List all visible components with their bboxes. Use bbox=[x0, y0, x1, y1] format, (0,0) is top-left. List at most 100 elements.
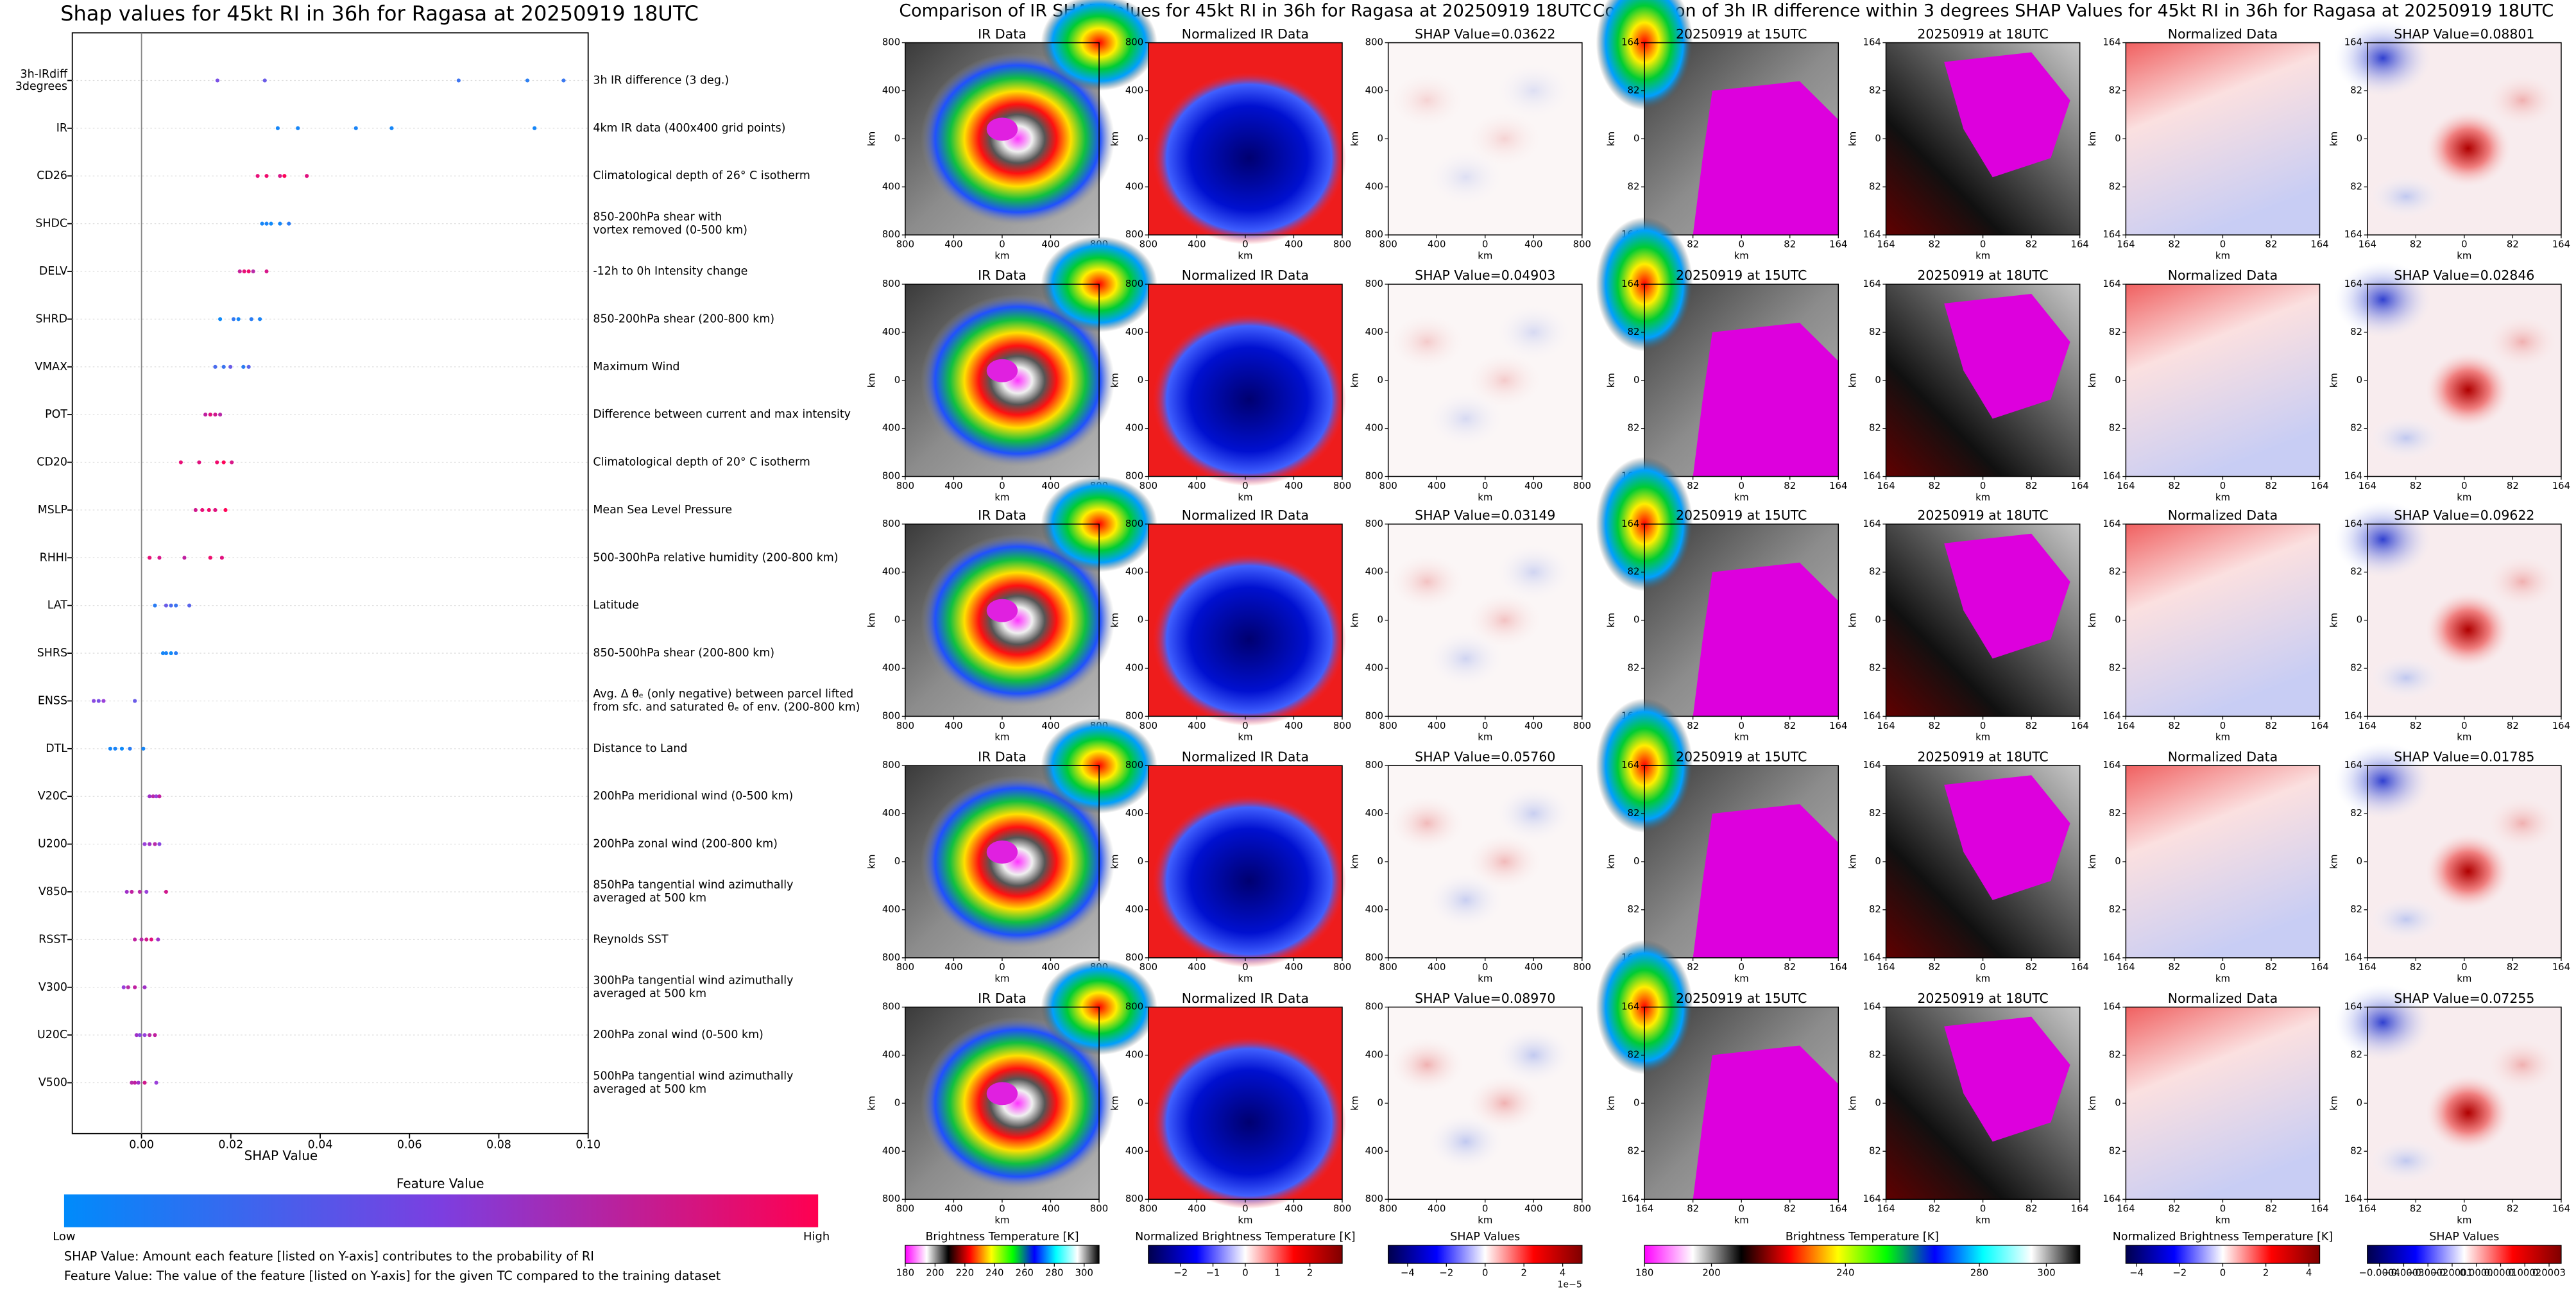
panel-title: IR Data bbox=[978, 749, 1027, 764]
panel bbox=[1388, 1007, 1582, 1200]
panel bbox=[1596, 456, 1839, 717]
feature-description: 3h IR difference (3 deg.) bbox=[593, 74, 729, 87]
x-tick-label: 800 bbox=[1333, 239, 1351, 250]
x-axis-label: km bbox=[994, 731, 1009, 743]
x-tick-label: 800 bbox=[1139, 480, 1157, 491]
y-tick-label: 82 bbox=[2350, 422, 2362, 434]
point bbox=[151, 794, 155, 799]
point bbox=[197, 460, 201, 465]
x-tick-label: 400 bbox=[1428, 480, 1446, 491]
x-tick-label: 0 bbox=[2220, 480, 2226, 491]
colorbar-high: High bbox=[803, 1230, 830, 1243]
x-tick-label: 164 bbox=[1877, 961, 1895, 973]
x-tick-label: 400 bbox=[1041, 239, 1059, 250]
y-tick-label: RSST bbox=[38, 933, 67, 946]
y-tick-label: V300 bbox=[38, 981, 67, 994]
y-axis-label: km bbox=[2328, 1096, 2340, 1111]
point bbox=[287, 221, 291, 226]
x-tick-label: 400 bbox=[1188, 239, 1206, 250]
panel-title: SHAP Value=0.07255 bbox=[2394, 991, 2534, 1006]
y-tick-label: 164 bbox=[1863, 1193, 1881, 1204]
y-tick-label: 0 bbox=[2115, 855, 2120, 867]
panel bbox=[1886, 524, 2080, 717]
point bbox=[246, 364, 251, 369]
feature-description: averaged at 500 km bbox=[593, 1083, 706, 1096]
feature-description: Mean Sea Level Pressure bbox=[593, 504, 732, 516]
y-tick-label: SHRS bbox=[37, 647, 67, 660]
y-tick-label: 400 bbox=[1125, 903, 1143, 915]
x-tick-label: 400 bbox=[944, 961, 962, 973]
y-tick-label: 800 bbox=[1125, 228, 1143, 240]
panel-title: SHAP Value=0.08801 bbox=[2394, 26, 2534, 42]
y-tick-label: 0 bbox=[2115, 132, 2120, 144]
y-axis-label: km bbox=[2328, 132, 2340, 146]
x-tick-label: 82 bbox=[2168, 480, 2180, 491]
y-tick-label: 0 bbox=[1138, 132, 1143, 144]
panel-title: SHAP Value=0.04903 bbox=[1415, 268, 1555, 283]
x-tick-label: 400 bbox=[944, 1203, 962, 1215]
x-tick-label: 164 bbox=[1877, 480, 1895, 491]
y-tick-label: 82 bbox=[1628, 566, 1640, 577]
x-tick-label: 0 bbox=[2461, 239, 2467, 250]
y-tick-label: 800 bbox=[1365, 470, 1383, 482]
y-tick-label: 0 bbox=[2115, 1097, 2120, 1108]
x-axis-label: km bbox=[1734, 491, 1749, 503]
panel bbox=[1596, 939, 1839, 1200]
y-tick-label: 82 bbox=[2350, 326, 2362, 337]
y-tick-label: 82 bbox=[2350, 1145, 2362, 1156]
y-tick-label: POT bbox=[45, 408, 67, 421]
x-axis-label: km bbox=[1734, 731, 1749, 743]
y-tick-label: 0 bbox=[1378, 1097, 1383, 1108]
x-axis-label: km bbox=[994, 250, 1009, 261]
x-axis-label: km bbox=[1734, 973, 1749, 984]
point bbox=[148, 1033, 152, 1037]
point bbox=[260, 221, 264, 226]
colorbar-tick-label: 2 bbox=[1521, 1267, 1526, 1278]
y-tick-label: 400 bbox=[1365, 903, 1383, 915]
panel-title: 20250919 at 15UTC bbox=[1676, 991, 1807, 1006]
colorbar-low: Low bbox=[53, 1230, 75, 1243]
x-tick-label: 82 bbox=[2026, 720, 2038, 731]
point bbox=[218, 317, 223, 321]
y-tick-label: 800 bbox=[882, 228, 900, 240]
y-tick-label: 82 bbox=[1869, 422, 1881, 434]
x-tick-label: 400 bbox=[1041, 1203, 1059, 1215]
x-tick-label: 0 bbox=[1738, 1203, 1744, 1215]
y-tick-label: 82 bbox=[2109, 180, 2121, 192]
x-tick-label: 164 bbox=[2117, 480, 2135, 491]
point bbox=[255, 174, 260, 178]
panel-title: SHAP Value=0.02846 bbox=[2394, 268, 2534, 283]
y-tick-label: 82 bbox=[2109, 807, 2121, 819]
y-tick-label: 0 bbox=[1633, 614, 1639, 626]
point bbox=[153, 842, 157, 846]
point bbox=[264, 269, 269, 274]
x-tick-label: 400 bbox=[1188, 961, 1206, 973]
point bbox=[215, 78, 220, 83]
x-axis-label: km bbox=[1238, 973, 1252, 984]
y-tick-label: 82 bbox=[1869, 1049, 1881, 1061]
colorbar-label: SHAP Values bbox=[2429, 1231, 2499, 1243]
point bbox=[164, 603, 168, 608]
x-tick-label: 82 bbox=[2507, 239, 2519, 250]
y-axis-label: km bbox=[2086, 613, 2098, 627]
x-tick-label: 0 bbox=[1482, 1203, 1488, 1215]
x-tick-label: 164 bbox=[1877, 1203, 1895, 1215]
y-tick-label: 82 bbox=[2350, 180, 2362, 192]
y-tick-label: 82 bbox=[2350, 903, 2362, 915]
y-tick-label: 82 bbox=[1869, 180, 1881, 192]
colorbar-tick-label: −4 bbox=[2129, 1267, 2144, 1278]
colorbar-tick-label: 4 bbox=[1560, 1267, 1565, 1278]
panel-title: IR Data bbox=[978, 268, 1027, 283]
x-axis-label: km bbox=[1238, 250, 1252, 261]
y-tick-label: 0 bbox=[2115, 374, 2120, 386]
y-tick-label: 82 bbox=[2350, 84, 2362, 96]
x-tick-label: 164 bbox=[2071, 1203, 2089, 1215]
x-tick-label: 82 bbox=[1687, 961, 1699, 973]
y-tick-label: CD26 bbox=[37, 169, 67, 182]
x-tick-label: 800 bbox=[1379, 961, 1397, 973]
x-tick-label: 0 bbox=[2461, 1203, 2467, 1215]
point bbox=[154, 794, 158, 799]
x-tick-label: 164 bbox=[1635, 1203, 1653, 1215]
